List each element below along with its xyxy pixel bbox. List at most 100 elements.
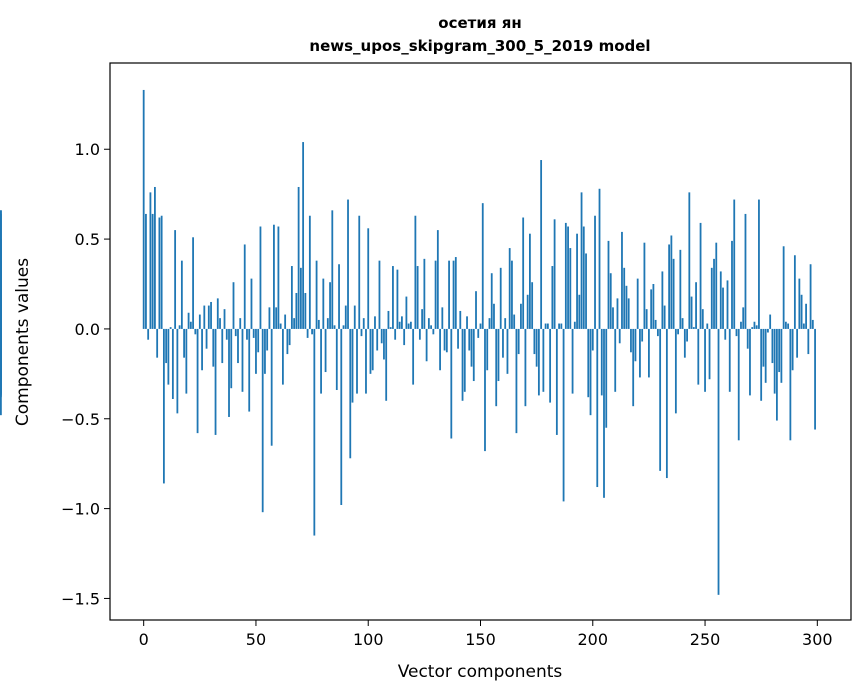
bar-68 xyxy=(295,292,298,329)
bar-95 xyxy=(356,328,358,394)
bar-268 xyxy=(744,213,747,329)
bar-264 xyxy=(735,328,738,337)
bar-280 xyxy=(771,328,774,364)
bar-248 xyxy=(699,222,702,329)
bar-113 xyxy=(396,269,399,329)
bar-139 xyxy=(454,257,457,329)
bar-75 xyxy=(311,328,313,335)
bar-296 xyxy=(807,328,810,355)
bar-104 xyxy=(376,328,379,351)
bar-100 xyxy=(367,228,370,329)
bar-258 xyxy=(722,287,724,329)
bar-57 xyxy=(270,328,273,446)
bar-43 xyxy=(239,318,242,329)
bar-265 xyxy=(737,328,740,441)
bar-173 xyxy=(531,282,534,329)
bar-159 xyxy=(499,267,502,329)
bar-101 xyxy=(369,328,372,374)
bar-282 xyxy=(776,328,778,421)
bar-60 xyxy=(277,226,280,329)
bar-251 xyxy=(706,323,709,329)
bar-46 xyxy=(246,328,248,340)
bar-55 xyxy=(266,328,269,351)
bar-180 xyxy=(546,323,549,329)
bar-253 xyxy=(710,267,713,329)
bar-270 xyxy=(749,328,751,396)
bar-2 xyxy=(147,328,150,340)
bar-119 xyxy=(409,321,412,329)
bar-172 xyxy=(529,233,531,329)
bar-49 xyxy=(252,328,255,338)
bar-58 xyxy=(273,224,275,329)
bar-245 xyxy=(692,327,695,329)
bars-group xyxy=(0,89,816,595)
bar-232 xyxy=(663,305,666,329)
bar-243 xyxy=(688,192,691,329)
bar-84 xyxy=(331,210,334,329)
bar-99 xyxy=(365,328,367,394)
bar-116 xyxy=(403,328,406,346)
bar-274 xyxy=(758,199,760,329)
bar-87 xyxy=(338,264,340,329)
bar-235 xyxy=(670,235,673,329)
bar-17 xyxy=(180,260,183,329)
bar-51 xyxy=(257,328,260,353)
bar-273 xyxy=(755,325,758,329)
y-tick-label: 0.5 xyxy=(75,230,100,249)
bar-239 xyxy=(679,249,682,329)
bar-67 xyxy=(293,318,296,329)
bar-12 xyxy=(169,327,172,329)
bar-208 xyxy=(609,273,612,329)
bar-52 xyxy=(259,226,262,329)
bar-157 xyxy=(495,328,498,407)
bar-194 xyxy=(578,294,581,329)
bar-122 xyxy=(416,266,419,329)
bar-250 xyxy=(704,328,706,392)
bar-73 xyxy=(306,328,309,338)
bar-214 xyxy=(623,267,626,329)
bar-291 xyxy=(796,328,799,358)
bar-272 xyxy=(753,321,756,329)
bar-81 xyxy=(324,328,327,373)
bar-19 xyxy=(185,328,188,394)
bar-4 xyxy=(151,213,154,329)
bar-112 xyxy=(394,328,397,340)
bar-255 xyxy=(715,242,718,329)
bar-266 xyxy=(740,321,742,329)
bar-1 xyxy=(145,213,147,329)
bar-240 xyxy=(681,318,684,329)
bar-213 xyxy=(621,231,623,329)
chart-title: осетия ян xyxy=(438,14,521,32)
bar-132 xyxy=(439,328,441,371)
bar-156 xyxy=(493,303,495,329)
bar-11 xyxy=(167,328,170,385)
bar-230 xyxy=(659,328,662,471)
bar-241 xyxy=(683,328,686,358)
bar-77 xyxy=(315,260,318,329)
bar-225 xyxy=(648,328,650,378)
bar-256 xyxy=(717,328,720,595)
bar-226 xyxy=(650,289,653,329)
bar-195 xyxy=(580,192,583,329)
bar-196 xyxy=(582,226,585,329)
bar-106 xyxy=(380,328,383,344)
bar-186 xyxy=(560,323,563,329)
bar-215 xyxy=(625,285,628,329)
bar-102 xyxy=(371,328,374,371)
bar-224 xyxy=(645,309,648,329)
bar-146 xyxy=(470,328,473,367)
bar-64 xyxy=(286,328,289,355)
bar-47 xyxy=(248,328,251,412)
bar-147 xyxy=(472,328,475,382)
bar-127 xyxy=(427,318,430,329)
bar-130 xyxy=(434,260,437,329)
bar-123 xyxy=(418,328,421,340)
bar-92 xyxy=(349,328,352,459)
bar-131 xyxy=(436,230,439,329)
bar-207 xyxy=(607,240,610,329)
x-axis-ticks: 0 50 100 150 200 250 300 xyxy=(139,620,833,649)
bar-8 xyxy=(160,215,163,329)
bar-277 xyxy=(764,328,767,383)
bar-189 xyxy=(567,226,569,329)
